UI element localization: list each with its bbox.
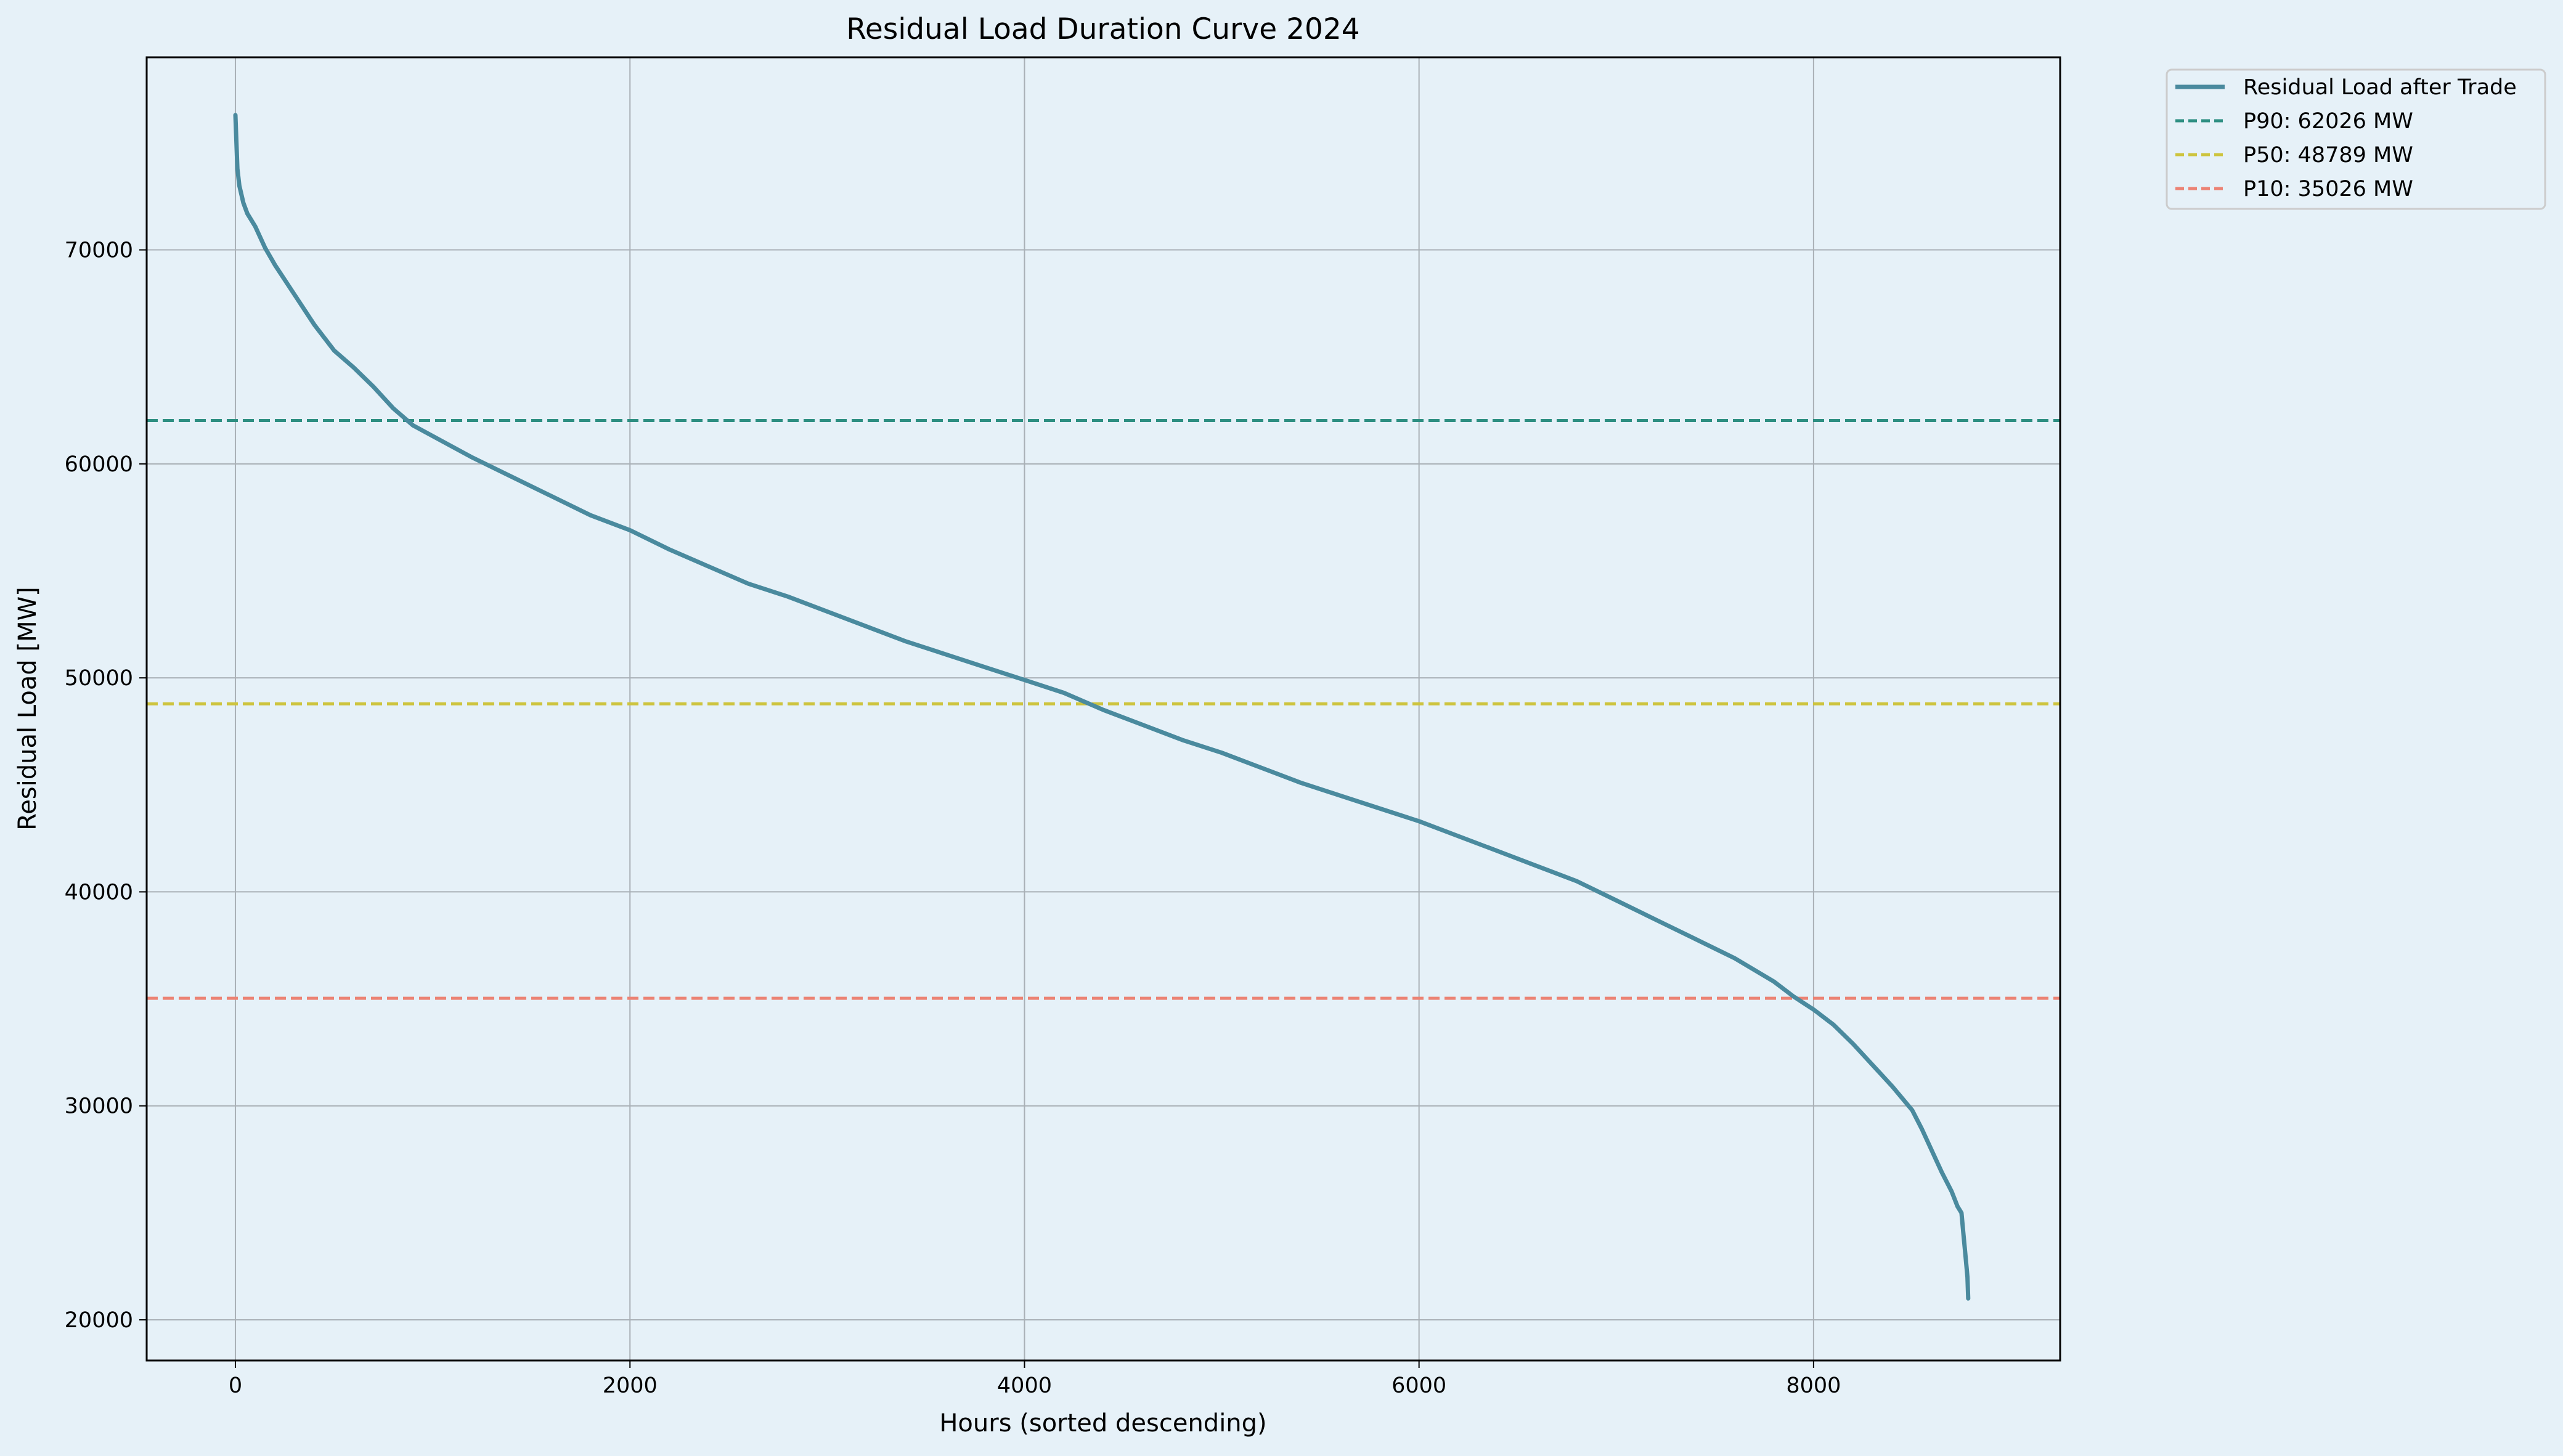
series-layer xyxy=(233,113,1971,1301)
x-axis-ticks: 0 2000 4000 6000 8000 xyxy=(229,1360,1841,1398)
x-axis-label: Hours (sorted descending) xyxy=(939,1409,1266,1438)
legend-label: Residual Load after Trade xyxy=(2243,75,2517,100)
x-tick-label: 4000 xyxy=(997,1373,1052,1398)
chart-title: Residual Load Duration Curve 2024 xyxy=(846,12,1359,46)
y-axis-label: Residual Load [MW] xyxy=(14,587,42,831)
legend-box xyxy=(2166,68,2546,210)
y-tick-label: 50000 xyxy=(65,666,133,691)
x-tick-label: 0 xyxy=(229,1373,242,1398)
y-axis-ticks: 20000 30000 40000 50000 60000 70000 xyxy=(65,238,147,1333)
y-tick-label: 70000 xyxy=(65,238,133,263)
x-tick-label: 6000 xyxy=(1392,1373,1446,1398)
legend: Residual Load after Trade P90: 62026 MW P5… xyxy=(2166,68,2546,210)
reference-lines xyxy=(147,418,2060,1000)
x-tick-label: 8000 xyxy=(1786,1373,1841,1398)
y-tick-label: 30000 xyxy=(65,1094,133,1119)
legend-label: P90: 62026 MW xyxy=(2243,109,2413,134)
plot-frame xyxy=(145,56,2061,1362)
y-tick-label: 60000 xyxy=(65,452,133,477)
grid-lines xyxy=(147,57,2060,1360)
y-tick-label: 40000 xyxy=(65,880,133,905)
legend-label: P10: 35026 MW xyxy=(2243,177,2413,201)
legend-items: Residual Load after Trade P90: 62026 MW P5… xyxy=(2175,75,2517,201)
series-line-residual-load xyxy=(233,113,1971,1301)
legend-label: P50: 48789 MW xyxy=(2243,143,2413,168)
x-tick-label: 2000 xyxy=(603,1373,658,1398)
y-tick-label: 20000 xyxy=(65,1308,133,1333)
